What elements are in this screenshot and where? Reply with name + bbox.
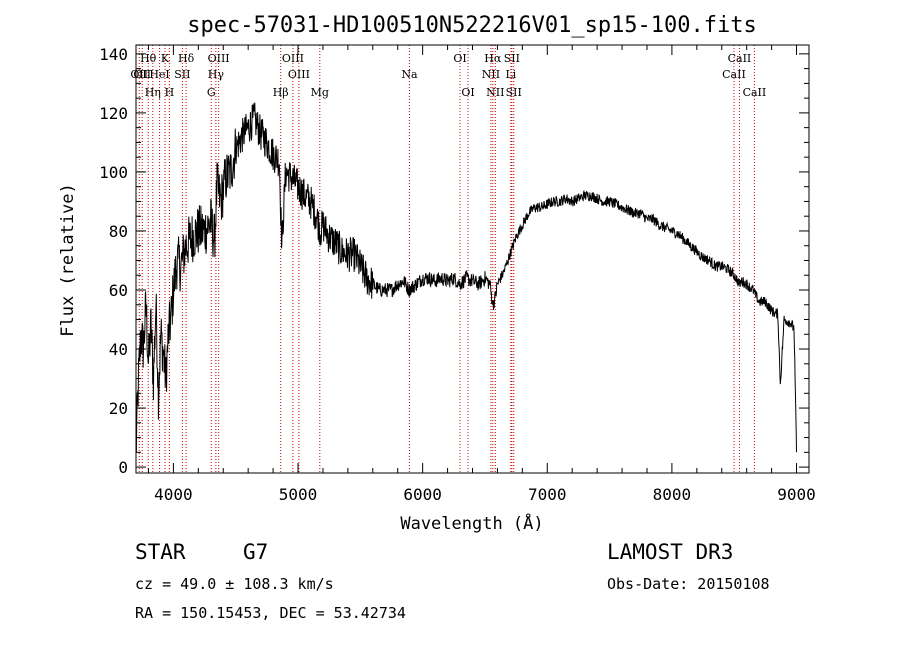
spectral-line-label: OIII	[282, 52, 304, 65]
x-tick-label: 6000	[403, 485, 442, 504]
spectral-line-label: Mg	[311, 86, 329, 99]
coordinates: RA = 150.15453, DEC = 53.42734	[135, 604, 406, 622]
spectral-line-label: K	[161, 52, 170, 65]
obs-date: Obs-Date: 20150108	[607, 575, 770, 593]
object-type: STAR	[135, 540, 186, 564]
spectral-line-label: OII	[133, 68, 151, 81]
spectral-line-label: Hα	[484, 52, 502, 65]
spectral-line-label: OI	[453, 52, 466, 65]
object-subclass: G7	[243, 540, 269, 564]
x-tick-label: 8000	[653, 485, 692, 504]
x-axis-label: Wavelength (Å)	[400, 512, 543, 534]
spectral-line-label: OI	[461, 86, 474, 99]
y-axis: 0 20 40 60 80 100 120 140	[99, 45, 809, 477]
spectral-line-label: OII	[130, 68, 148, 81]
spectral-line-label: HeI	[149, 68, 169, 81]
y-tick-label: 80	[109, 222, 128, 241]
x-tick-label: 5000	[279, 485, 318, 504]
spectral-line-label: SII	[174, 68, 190, 81]
spectral-line-label: OIII	[208, 52, 230, 65]
y-tick-label: 40	[109, 340, 128, 359]
spectral-line-label: CaII	[743, 86, 767, 99]
spectral-line-label: Li	[505, 68, 516, 81]
spectral-line-label: SII	[506, 86, 522, 99]
spectral-line-label: Hθ	[140, 52, 157, 65]
spectral-line-label: Hγ	[208, 68, 225, 81]
x-axis: 4000 5000 6000 7000 8000 9000	[147, 45, 816, 504]
spectral-line-label: Hβ	[273, 86, 289, 99]
spectral-line-label: SII	[504, 52, 520, 65]
spectral-line-label: Hη	[145, 86, 161, 99]
line-labels: OIIOIIHθHηHeIKHSIIHδGHγOIIIHβOIIIOIIIMgN…	[130, 52, 766, 99]
spectral-line-label: G	[207, 86, 216, 99]
chart-title: spec-57031-HD100510N522216V01_sp15-100.f…	[187, 13, 757, 38]
spectral-line-label: NII	[486, 86, 504, 99]
y-axis-label: Flux (relative)	[58, 183, 78, 337]
spectral-line-label: Na	[401, 68, 418, 81]
spectral-line-label: CaII	[728, 52, 752, 65]
spectral-line-label: CaII	[722, 68, 746, 81]
y-tick-label: 140	[99, 45, 128, 64]
y-tick-label: 120	[99, 104, 128, 123]
line-markers	[138, 45, 755, 473]
survey-name: LAMOST DR3	[607, 540, 734, 564]
x-tick-label: 7000	[528, 485, 567, 504]
x-tick-label: 9000	[777, 485, 816, 504]
y-tick-label: 20	[109, 399, 128, 418]
spectral-line-label: OIII	[288, 68, 310, 81]
y-tick-label: 60	[109, 281, 128, 300]
spectral-line-label: H	[165, 86, 175, 99]
spectral-line-label: Hδ	[178, 52, 195, 65]
redshift-info: cz = 49.0 ± 108.3 km/s	[135, 575, 334, 593]
spectral-line-label: NII	[482, 68, 500, 81]
x-tick-label: 4000	[154, 485, 193, 504]
y-tick-label: 100	[99, 163, 128, 182]
y-tick-label: 0	[118, 458, 128, 477]
spectrum-line	[135, 102, 797, 453]
